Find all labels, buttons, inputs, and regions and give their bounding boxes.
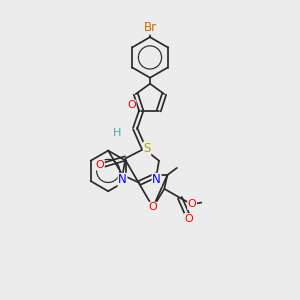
Text: H: H xyxy=(113,128,121,138)
Text: N: N xyxy=(152,173,161,186)
Text: Br: Br xyxy=(143,21,157,34)
Text: S: S xyxy=(143,142,151,155)
Text: N: N xyxy=(118,173,127,186)
Text: O: O xyxy=(95,160,104,170)
Text: O: O xyxy=(148,202,158,212)
Text: O: O xyxy=(188,199,197,209)
Text: O: O xyxy=(184,214,193,224)
Text: O: O xyxy=(127,100,136,110)
